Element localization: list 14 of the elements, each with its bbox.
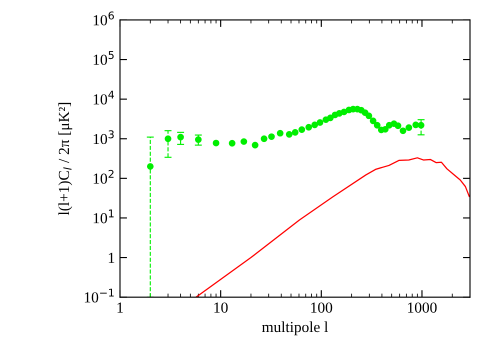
y-tick-label: 10$^{3}$ [94,130,114,144]
y-tick-label: 10$^{5}$ [94,51,114,65]
y-tick-label: 10$^{4}$ [94,90,114,105]
x-tick-label: 1000 [408,302,437,313]
x-tick-label: 10 [214,302,228,313]
y-axis-title: l(l+1)C$_{l}$ / 2π [μK²] [58,102,72,216]
x-tick-label: 1 [118,302,123,313]
y-tick-label: 10$^{6}$ [94,11,114,26]
y-tick-label: 1 [108,252,114,263]
y-tick-label: 10$^{2}$ [94,170,114,184]
y-tick-label: 10$^{−1}$ [84,288,114,303]
x-tick-label: 100 [311,302,332,313]
x-axis-title: multipole l [262,321,328,336]
y-tick-label: 10$^{1}$ [94,210,114,224]
